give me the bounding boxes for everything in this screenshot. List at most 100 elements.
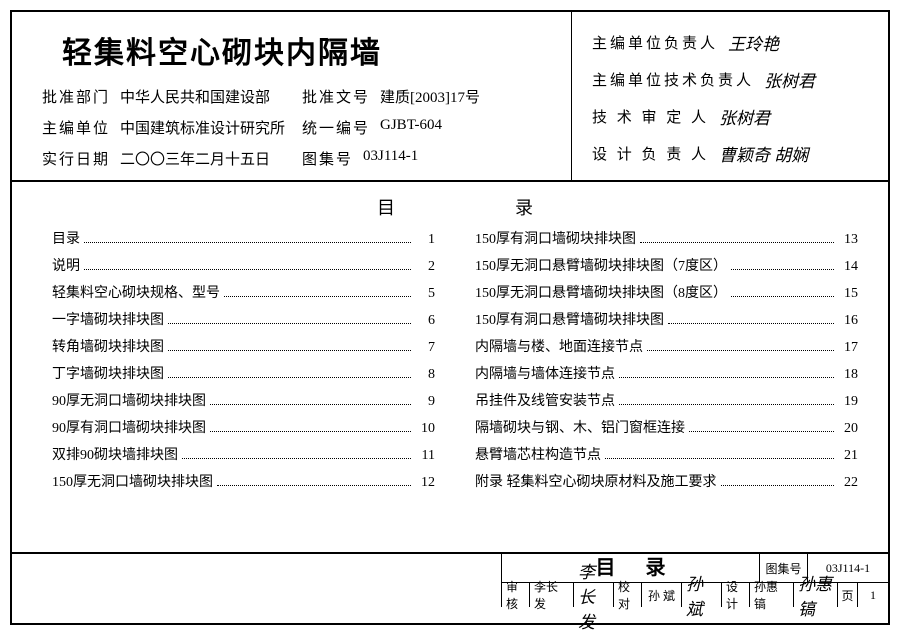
- header-block: 轻集料空心砌块内隔墙 批准部门 中华人民共和国建设部 批准文号 建质[2003]…: [12, 12, 888, 182]
- toc-label: 内隔墙与楼、地面连接节点: [475, 336, 643, 356]
- toc-body: 目录 目录1 说明2 轻集料空心砌块规格、型号 5 一字墙砌块排块图 6 转角墙砌块排块图 7…: [12, 182, 888, 552]
- toc-dots: [619, 377, 834, 378]
- toc-page: 2: [415, 259, 435, 275]
- meta-grid: 批准部门 中华人民共和国建设部 批准文号 建质[2003]17号 主编单位 中国…: [42, 86, 551, 169]
- signature: 王玲艳: [728, 30, 779, 55]
- toc-dots: [668, 323, 834, 324]
- toc-label: 转角墙砌块排块图: [52, 336, 164, 356]
- meta-row: 主编单位 中国建筑标准设计研究所: [42, 117, 302, 138]
- toc-dots: [168, 350, 411, 351]
- toc-item: 说明2: [52, 255, 435, 275]
- meta-value: 建质[2003]17号: [380, 86, 480, 107]
- toc-columns: 目录1 说明2 轻集料空心砌块规格、型号 5 一字墙砌块排块图 6 转角墙砌块排块图 7 丁字墙…: [52, 228, 858, 498]
- toc-item: 目录1: [52, 228, 435, 248]
- toc-page: 22: [838, 475, 858, 491]
- toc-item: 90厚有洞口墙砌块排块图 10: [52, 417, 435, 437]
- toc-label: 丁字墙砌块排块图: [52, 363, 164, 383]
- toc-label: 吊挂件及线管安装节点: [475, 390, 615, 410]
- footer-proof-sign: 孙斌: [682, 583, 722, 607]
- toc-dots: [647, 350, 834, 351]
- person-row: 设 计 负 责 人 曹颖奇 胡娴: [592, 141, 878, 166]
- footer-page-no: 1: [858, 583, 888, 607]
- signature: 张树君: [764, 67, 815, 92]
- person-row: 主编单位技术负责人 张树君: [592, 67, 878, 92]
- meta-label: 图集号: [302, 148, 353, 169]
- toc-page: 9: [415, 394, 435, 410]
- toc-label: 轻集料空心砌块规格、型号: [52, 282, 220, 302]
- toc-label: 90厚有洞口墙砌块排块图: [52, 417, 206, 437]
- footer-check-label: 审核: [502, 583, 530, 607]
- toc-dots: [210, 431, 411, 432]
- toc-page: 19: [838, 394, 858, 410]
- toc-item: 150厚无洞口墙砌块排块图 12: [52, 471, 435, 491]
- drawing-sheet: 轻集料空心砌块内隔墙 批准部门 中华人民共和国建设部 批准文号 建质[2003]…: [10, 10, 890, 625]
- meta-label: 统一编号: [302, 117, 370, 138]
- toc-dots: [731, 296, 834, 297]
- toc-item: 内隔墙与楼、地面连接节点17: [475, 336, 858, 356]
- toc-dots: [689, 431, 834, 432]
- footer-proof-label: 校对: [614, 583, 642, 607]
- toc-dots: [168, 377, 411, 378]
- toc-col-right: 150厚有洞口墙砌块排块图13150厚无洞口悬臂墙砌块排块图（7度区）14150…: [475, 228, 858, 498]
- toc-item: 隔墙砌块与钢、木、铝门窗框连接 20: [475, 417, 858, 437]
- footer-design-label: 设计: [722, 583, 750, 607]
- toc-item: 150厚有洞口墙砌块排块图13: [475, 228, 858, 248]
- meta-value: 03J114-1: [363, 148, 418, 169]
- toc-page: 18: [838, 367, 858, 383]
- footer-design-name: 孙惠镐: [750, 583, 794, 607]
- toc-page: 7: [415, 340, 435, 356]
- toc-page: 16: [838, 313, 858, 329]
- toc-dots: [605, 458, 834, 459]
- toc-page: 11: [415, 448, 435, 464]
- toc-item: 150厚无洞口悬臂墙砌块排块图（8度区）15: [475, 282, 858, 302]
- toc-label: 内隔墙与墙体连接节点: [475, 363, 615, 383]
- toc-label: 双排90砌块墙排块图: [52, 444, 178, 464]
- person-label: 主编单位技术负责人: [592, 69, 754, 90]
- meta-row: 图集号 03J114-1: [302, 148, 562, 169]
- toc-dots: [721, 485, 835, 486]
- toc-label: 150厚无洞口墙砌块排块图: [52, 471, 213, 491]
- meta-row: 实行日期 二〇〇三年二月十五日: [42, 148, 302, 169]
- signature: 曹颖奇 胡娴: [719, 141, 808, 166]
- person-row: 技 术 审 定 人 张树君: [592, 104, 878, 129]
- toc-label: 附录 轻集料空心砌块原材料及施工要求: [475, 471, 717, 491]
- toc-item: 吊挂件及线管安装节点 19: [475, 390, 858, 410]
- meta-row: 批准部门 中华人民共和国建设部: [42, 86, 302, 107]
- toc-item: 90厚无洞口墙砌块排块图 9: [52, 390, 435, 410]
- toc-label: 150厚有洞口悬臂墙砌块排块图: [475, 309, 664, 329]
- toc-page: 13: [838, 232, 858, 248]
- toc-item: 内隔墙与墙体连接节点 18: [475, 363, 858, 383]
- toc-item: 附录 轻集料空心砌块原材料及施工要求 22: [475, 471, 858, 491]
- toc-page: 8: [415, 367, 435, 383]
- meta-value: 中华人民共和国建设部: [120, 86, 270, 107]
- toc-col-left: 目录1 说明2 轻集料空心砌块规格、型号 5 一字墙砌块排块图 6 转角墙砌块排块图 7 丁字墙…: [52, 228, 435, 498]
- person-label: 设 计 负 责 人: [592, 143, 709, 164]
- toc-label: 一字墙砌块排块图: [52, 309, 164, 329]
- toc-heading: 目录: [52, 194, 858, 220]
- toc-dots: [640, 242, 834, 243]
- toc-item: 一字墙砌块排块图 6: [52, 309, 435, 329]
- toc-label: 150厚无洞口悬臂墙砌块排块图（7度区）: [475, 255, 727, 275]
- toc-label: 90厚无洞口墙砌块排块图: [52, 390, 206, 410]
- toc-page: 6: [415, 313, 435, 329]
- toc-label: 隔墙砌块与钢、木、铝门窗框连接: [475, 417, 685, 437]
- meta-value: 二〇〇三年二月十五日: [120, 148, 270, 169]
- toc-page: 1: [415, 232, 435, 248]
- footer-check-name: 李长发: [530, 583, 574, 607]
- toc-dots: [731, 269, 834, 270]
- toc-dots: [619, 404, 834, 405]
- meta-label: 实行日期: [42, 148, 110, 169]
- person-label: 技 术 审 定 人: [592, 106, 709, 127]
- toc-page: 5: [415, 286, 435, 302]
- toc-page: 12: [415, 475, 435, 491]
- signature: 张树君: [719, 104, 770, 129]
- toc-dots: [84, 242, 411, 243]
- header-left: 轻集料空心砌块内隔墙 批准部门 中华人民共和国建设部 批准文号 建质[2003]…: [12, 12, 572, 180]
- toc-page: 21: [838, 448, 858, 464]
- person-row: 主编单位负责人 王玲艳: [592, 30, 878, 55]
- toc-item: 丁字墙砌块排块图 8: [52, 363, 435, 383]
- toc-dots: [224, 296, 411, 297]
- toc-page: 10: [415, 421, 435, 437]
- toc-page: 20: [838, 421, 858, 437]
- footer-page-label: 页: [838, 583, 858, 607]
